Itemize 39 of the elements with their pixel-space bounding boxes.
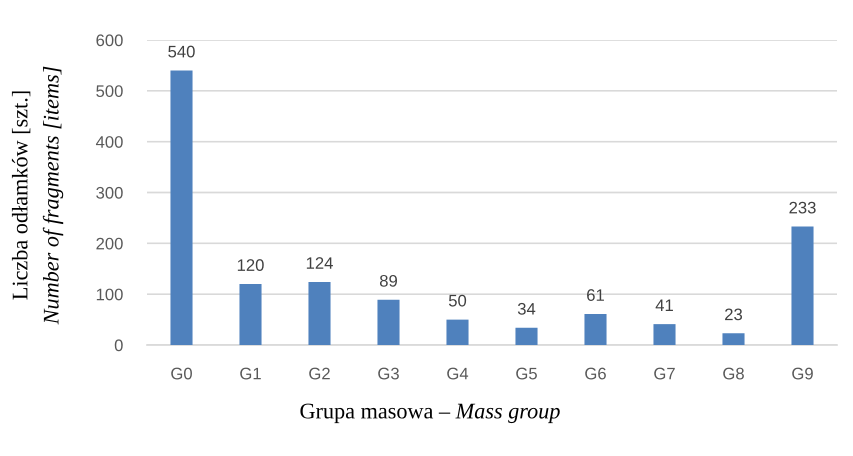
y-tick-label: 500 — [96, 85, 123, 98]
bar — [239, 284, 262, 345]
x-tick-label: G2 — [309, 368, 330, 380]
x-axis-title: Grupa masowa – Mass group — [300, 404, 560, 424]
x-tick-label: G8 — [723, 368, 744, 380]
x-tick-label: G7 — [654, 368, 675, 380]
x-tick-label: G6 — [585, 368, 606, 380]
bar — [170, 70, 193, 345]
x-tick-label: G1 — [240, 368, 261, 380]
y-tick-label: 600 — [96, 34, 123, 46]
x-tick-label: G4 — [447, 368, 468, 380]
y-tick-label: 100 — [96, 288, 123, 300]
data-label: 540 — [168, 46, 195, 58]
data-label: 89 — [380, 274, 397, 287]
y-tick-label: 300 — [96, 186, 123, 199]
bar — [722, 333, 745, 345]
bar — [791, 226, 814, 345]
bar — [515, 328, 538, 345]
bar — [446, 320, 469, 345]
x-tick-label: G9 — [792, 368, 813, 380]
data-label: 41 — [656, 300, 673, 311]
bar — [653, 324, 676, 345]
y-axis-title: Liczba odłamków [szt.] Number of fragments [items] — [12, 66, 64, 324]
data-label: 61 — [587, 289, 604, 301]
y-tick-label: 200 — [96, 238, 123, 250]
data-label: 23 — [725, 308, 742, 320]
bar — [377, 300, 400, 345]
y-tick-label: 0 — [114, 339, 123, 352]
bar — [308, 282, 331, 345]
data-label: 34 — [518, 302, 536, 315]
data-label: 120 — [238, 259, 264, 271]
x-tick-label: G3 — [378, 368, 399, 380]
data-label: 50 — [448, 294, 466, 307]
bar — [584, 314, 607, 345]
x-tick-label: G0 — [171, 368, 192, 380]
x-tick-label: G5 — [516, 368, 537, 380]
data-label: 124 — [306, 257, 333, 269]
data-label: 233 — [789, 202, 816, 214]
y-tick-label: 400 — [96, 136, 123, 148]
